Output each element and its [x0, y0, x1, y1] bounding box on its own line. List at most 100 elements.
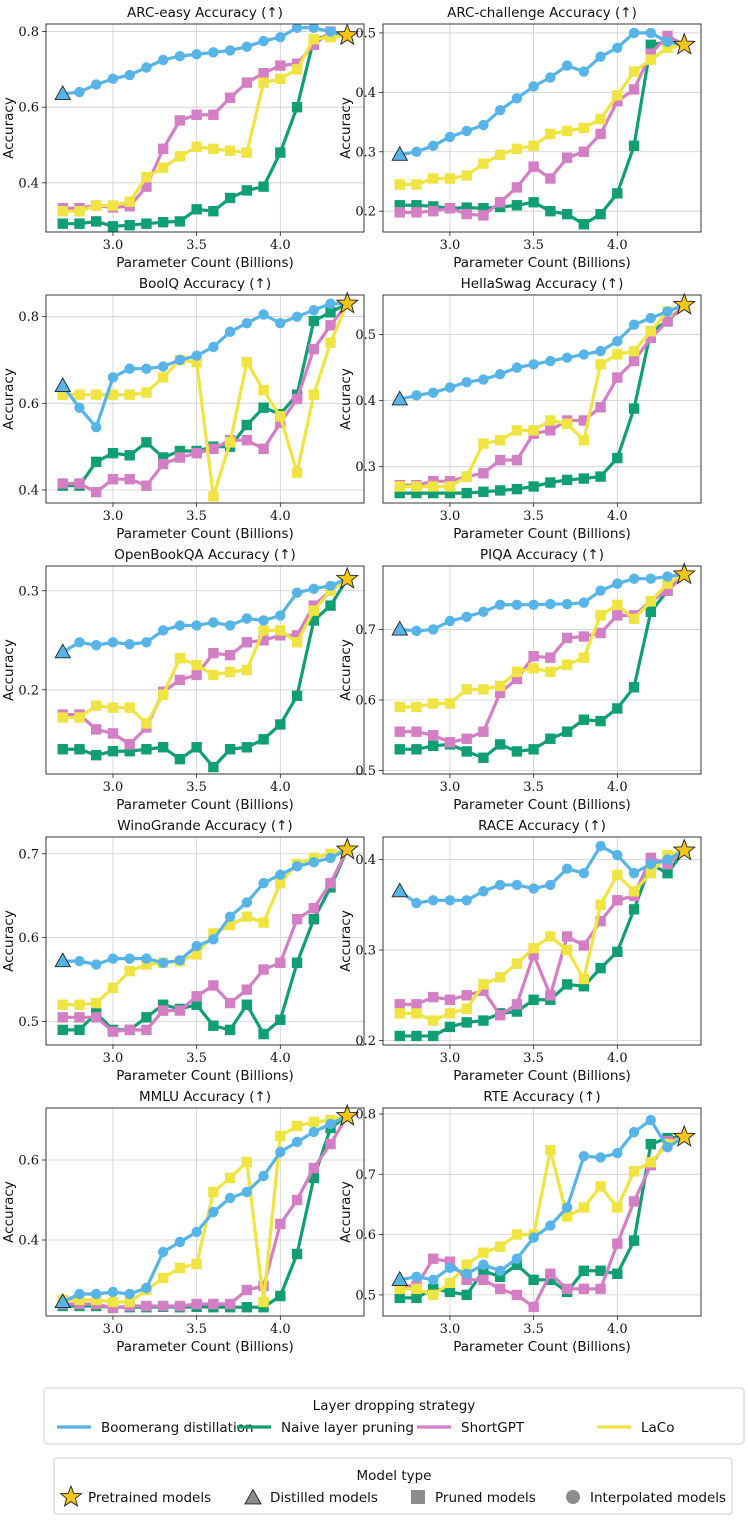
point-laco — [275, 411, 286, 422]
pretrained-marker — [672, 562, 696, 585]
chart-title: MMLU Accuracy (↑) — [139, 1089, 271, 1105]
point-laco — [461, 170, 472, 181]
point-naive — [545, 1274, 556, 1286]
point-boomerang — [141, 637, 152, 648]
point-laco — [57, 712, 68, 723]
point-shortgpt — [595, 1283, 606, 1295]
point-shortgpt — [511, 1289, 523, 1301]
point-boomerang — [74, 86, 85, 98]
point-boomerang — [275, 317, 286, 329]
point-naive — [157, 216, 169, 228]
point-boomerang — [107, 372, 119, 383]
point-shortgpt — [461, 990, 472, 1001]
point-laco — [74, 999, 85, 1010]
point-shortgpt — [411, 207, 422, 218]
point-boomerang — [308, 583, 319, 594]
point-laco — [394, 1008, 405, 1019]
y-tick-label: 0.6 — [18, 101, 39, 116]
point-shortgpt — [578, 631, 590, 642]
point-boomerang — [291, 861, 303, 872]
point-naive — [411, 487, 422, 499]
x-tick-label: 4.0 — [607, 509, 628, 524]
point-laco — [411, 481, 422, 492]
point-shortgpt — [57, 478, 68, 489]
point-naive — [107, 447, 119, 459]
point-naive — [308, 615, 319, 626]
point-naive — [578, 1265, 590, 1276]
point-naive — [208, 1020, 219, 1031]
point-laco — [528, 663, 539, 674]
chart-panel: 3.0 3.5 4.0 0.5 0.6 0.7 WinoGrande Accuracy (↑… — [1, 818, 365, 1084]
point-naive — [325, 307, 336, 318]
point-shortgpt — [612, 372, 623, 383]
point-shortgpt — [444, 203, 456, 214]
point-laco — [561, 659, 573, 670]
axes-frame — [382, 294, 702, 504]
point-laco — [91, 389, 102, 400]
point-boomerang — [325, 580, 336, 592]
point-shortgpt — [394, 726, 405, 737]
y-tick-label: 0.8 — [18, 310, 39, 325]
point-boomerang — [428, 624, 439, 635]
point-shortgpt — [325, 320, 336, 331]
point-boomerang — [511, 93, 523, 104]
point-laco — [308, 33, 319, 45]
point-shortgpt — [241, 637, 253, 648]
point-naive — [141, 437, 152, 448]
y-axis-label: Accuracy — [338, 97, 354, 159]
point-boomerang — [174, 50, 186, 62]
point-shortgpt — [107, 728, 119, 739]
point-boomerang — [208, 1206, 219, 1218]
point-laco — [57, 999, 68, 1010]
y-tick-label: 0.6 — [355, 1228, 376, 1243]
x-tick-label: 4.0 — [270, 780, 291, 795]
point-shortgpt — [444, 737, 456, 748]
point-naive — [545, 733, 556, 744]
point-shortgpt — [107, 1026, 119, 1037]
point-shortgpt — [91, 486, 102, 498]
point-boomerang — [325, 26, 336, 37]
circle-icon — [566, 1490, 580, 1504]
point-naive — [124, 219, 135, 231]
point-boomerang — [645, 312, 656, 324]
point-naive — [595, 1265, 606, 1276]
point-boomerang — [612, 1148, 623, 1159]
point-shortgpt — [191, 991, 202, 1002]
point-laco — [444, 481, 456, 492]
point-naive — [157, 742, 169, 753]
point-shortgpt — [511, 182, 523, 193]
point-shortgpt — [394, 207, 405, 218]
point-boomerang — [141, 62, 152, 73]
chart-title: ARC-easy Accuracy (↑) — [127, 5, 283, 21]
point-laco — [494, 680, 506, 692]
point-shortgpt — [224, 997, 236, 1009]
point-boomerang — [124, 953, 135, 964]
point-laco — [494, 971, 506, 983]
point-laco — [74, 1294, 85, 1306]
point-shortgpt — [595, 128, 606, 140]
point-laco — [107, 982, 119, 994]
y-tick-label: 0.6 — [18, 931, 39, 946]
point-naive — [528, 744, 539, 755]
point-shortgpt — [174, 1300, 186, 1312]
distilled-marker — [391, 390, 409, 406]
point-laco — [645, 1157, 656, 1168]
point-shortgpt — [662, 30, 673, 42]
point-shortgpt — [208, 443, 219, 455]
point-naive — [275, 719, 286, 730]
x-tick-label: 4.0 — [607, 1051, 628, 1066]
series-line-shortgpt — [399, 1135, 685, 1309]
point-boomerang — [545, 355, 556, 367]
point-boomerang — [174, 354, 186, 366]
point-laco — [394, 701, 405, 713]
pretrained-marker — [335, 1103, 359, 1126]
point-laco — [511, 143, 523, 154]
point-boomerang — [157, 54, 169, 66]
point-shortgpt — [91, 1012, 102, 1023]
point-shortgpt — [107, 1302, 119, 1314]
chart-panel: 3.0 3.5 4.0 0.3 0.4 0.5 HellaSwag Accuracy (↑)… — [338, 276, 702, 542]
point-laco — [595, 359, 606, 370]
point-shortgpt — [124, 473, 135, 485]
point-shortgpt — [428, 476, 439, 487]
legend-title: Layer dropping strategy — [313, 1398, 476, 1414]
